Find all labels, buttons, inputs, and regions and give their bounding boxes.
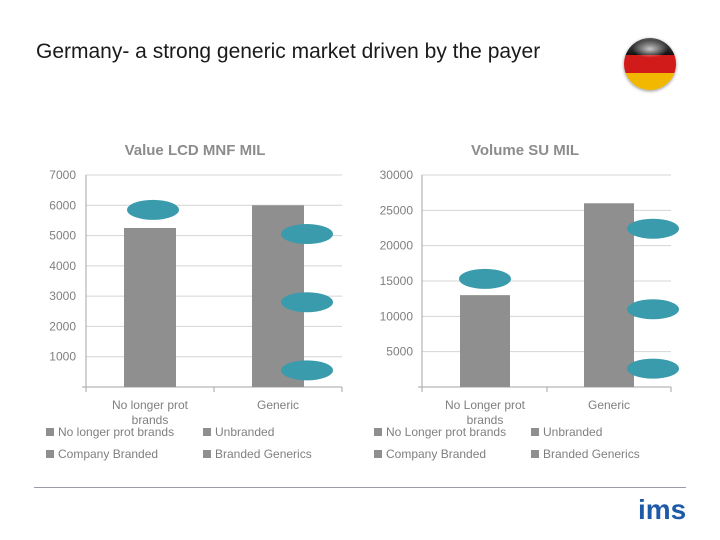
y-tick-label: 3000 xyxy=(49,289,76,303)
annotation-marker xyxy=(459,268,511,289)
annotation-marker xyxy=(281,224,333,245)
germany-flag-icon xyxy=(624,38,676,90)
annotation-marker xyxy=(281,360,333,381)
logo-text: ims xyxy=(638,494,687,525)
legend-label: No longer prot brands xyxy=(58,425,174,439)
x-category-label: Generic xyxy=(588,398,630,412)
legend-swatch xyxy=(374,428,382,436)
legend-label: Company Branded xyxy=(386,447,486,461)
legend-label: Company Branded xyxy=(58,447,158,461)
legend-label: Branded Generics xyxy=(215,447,312,461)
footer-divider xyxy=(34,487,686,488)
flag-gloss xyxy=(632,40,668,58)
x-category-label: brands xyxy=(467,413,504,427)
y-tick-label: 4000 xyxy=(49,259,76,273)
x-category-label: No Longer prot xyxy=(445,398,526,412)
legend-label: Unbranded xyxy=(543,425,602,439)
y-tick-label: 30000 xyxy=(380,168,414,182)
flag-stripe-red xyxy=(624,55,676,73)
annotation-marker xyxy=(127,199,179,220)
legend-label: Branded Generics xyxy=(543,447,640,461)
y-tick-label: 10000 xyxy=(380,309,414,323)
y-tick-label: 1000 xyxy=(49,350,76,364)
y-tick-label: 6000 xyxy=(49,198,76,212)
bar-generic xyxy=(584,203,634,387)
y-tick-label: 5000 xyxy=(49,229,76,243)
y-tick-label: 7000 xyxy=(49,168,76,182)
legend-swatch xyxy=(203,450,211,458)
annotation-marker xyxy=(627,358,679,379)
annotation-marker xyxy=(627,218,679,239)
annotation-marker xyxy=(627,299,679,320)
ims-logo: ims xyxy=(638,494,686,526)
charts-canvas: Value LCD MNF MIL 1000 2000 3000 4000 5000 600… xyxy=(46,142,679,461)
flag-stripe-gold xyxy=(624,72,676,90)
y-tick-label: 15000 xyxy=(380,274,414,288)
chart-title: Value LCD MNF MIL xyxy=(125,142,266,159)
x-category-label: brands xyxy=(132,413,169,427)
legend-swatch xyxy=(46,428,54,436)
legend-label: No Longer prot brands xyxy=(386,425,506,439)
y-tick-label: 5000 xyxy=(386,345,413,359)
legend-swatch xyxy=(531,450,539,458)
legend-swatch xyxy=(46,450,54,458)
chart-title: Volume SU MIL xyxy=(471,142,579,159)
bar-no-longer-prot-brands xyxy=(124,228,176,387)
y-tick-label: 20000 xyxy=(380,239,414,253)
legend-swatch xyxy=(531,428,539,436)
y-tick-label: 25000 xyxy=(380,203,414,217)
legend-swatch xyxy=(374,450,382,458)
y-tick-label: 2000 xyxy=(49,319,76,333)
annotation-marker xyxy=(281,292,333,313)
legend-swatch xyxy=(203,428,211,436)
x-category-label: Generic xyxy=(257,398,299,412)
legend-label: Unbranded xyxy=(215,425,274,439)
slide-title: Germany- a strong generic market driven … xyxy=(36,40,541,63)
bar-no-longer-prot-brands xyxy=(460,295,510,387)
x-category-label: No longer prot xyxy=(112,398,189,412)
